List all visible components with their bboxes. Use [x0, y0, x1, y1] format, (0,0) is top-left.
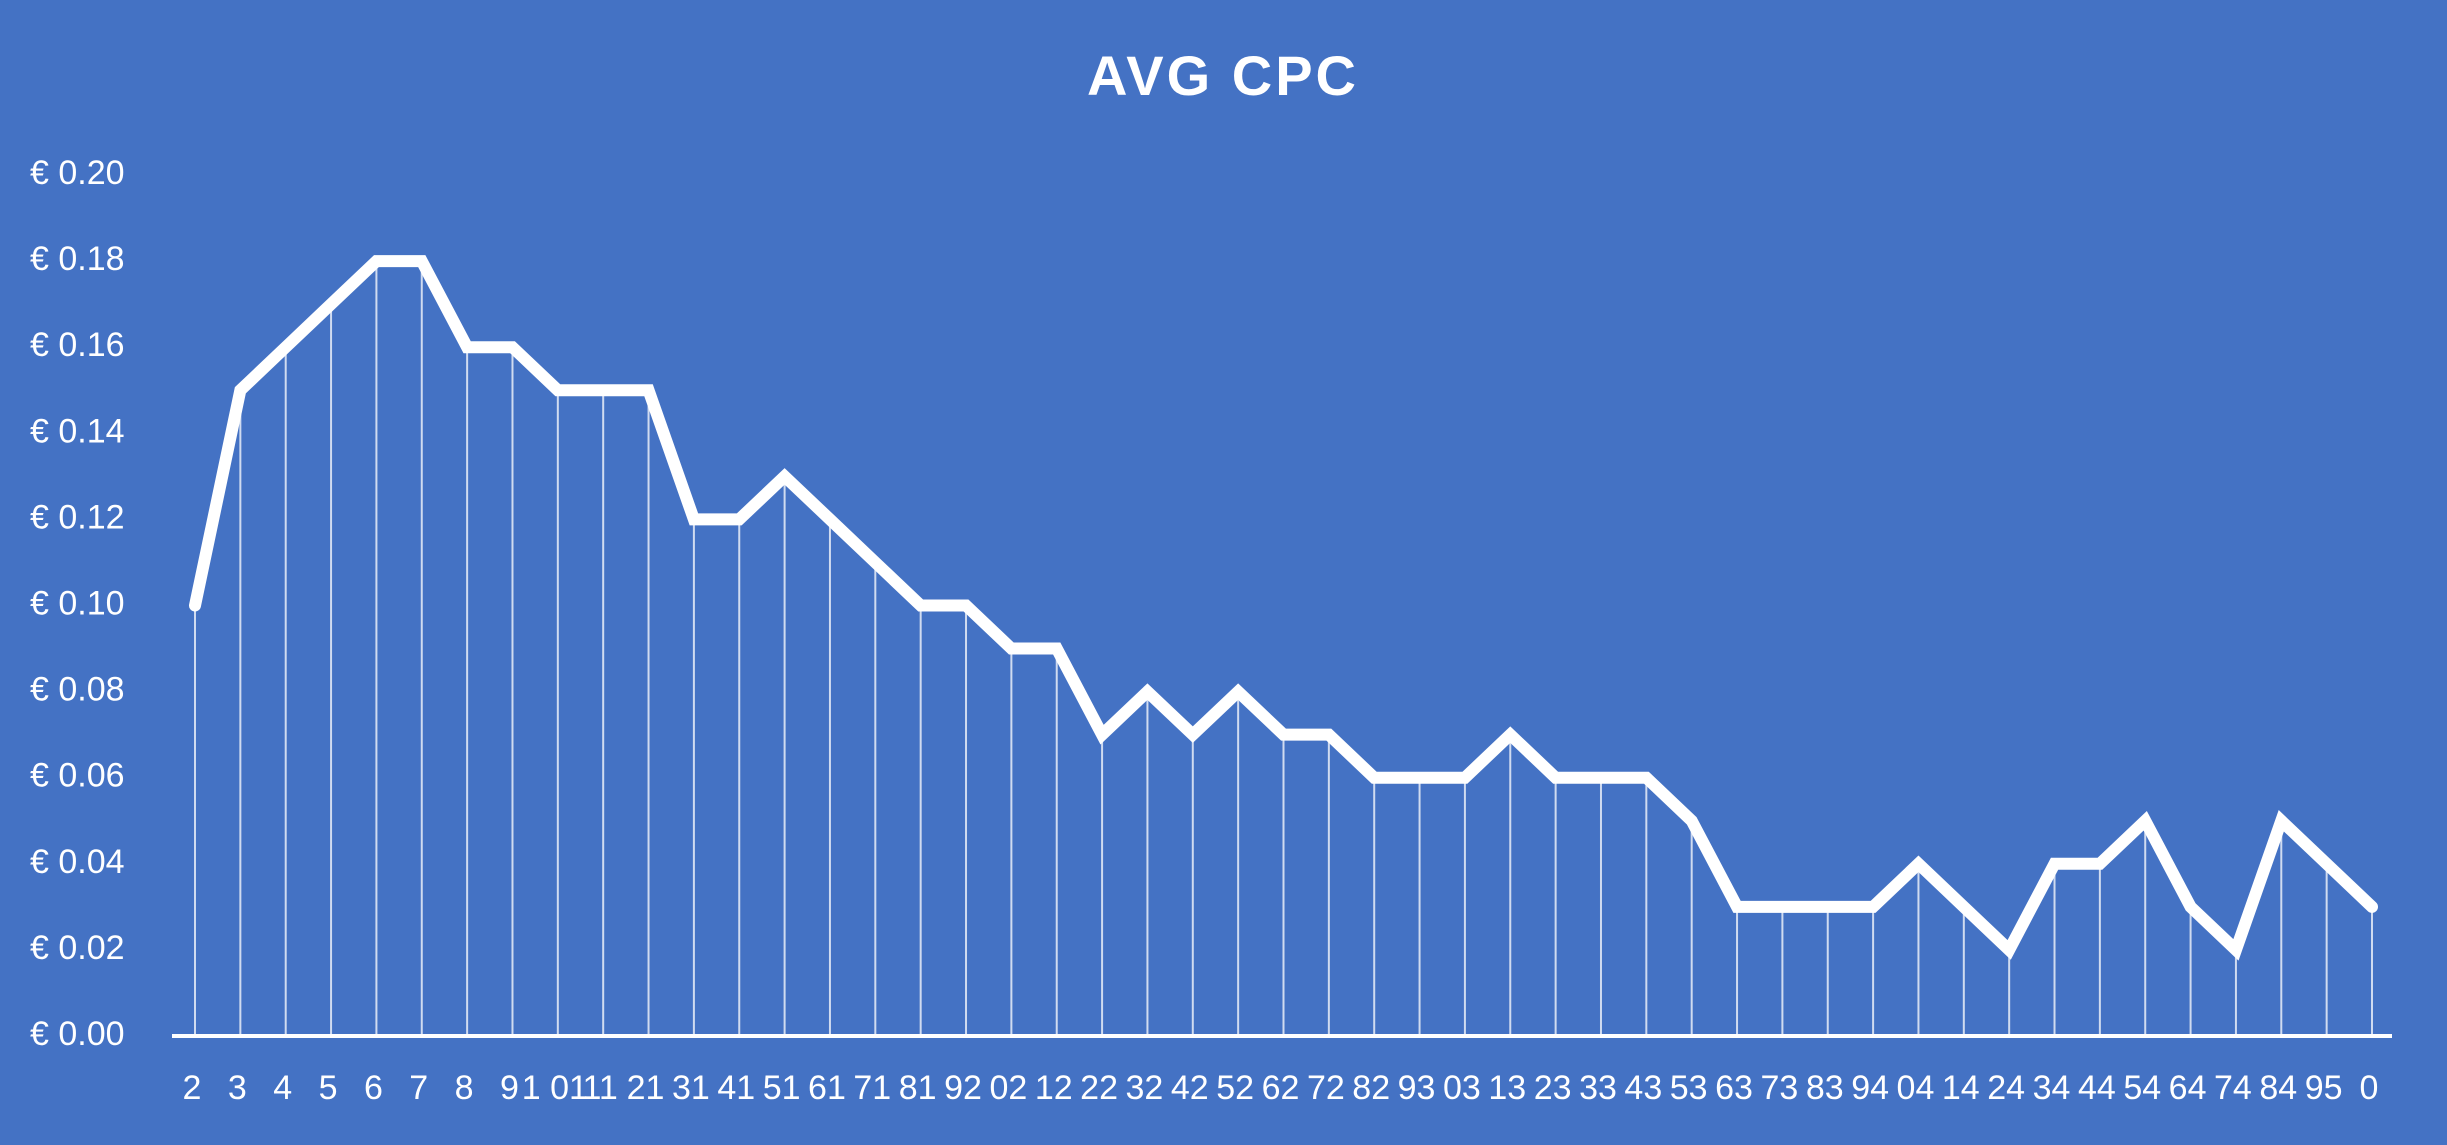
y-tick-label: € 0.02	[30, 929, 125, 967]
y-tick-label: € 0.06	[30, 757, 125, 795]
x-tick-label: 44	[2078, 1069, 2116, 1107]
x-tick-label: 94	[1851, 1069, 1889, 1107]
x-tick-label: 51	[763, 1069, 801, 1107]
y-tick-label: € 0.14	[30, 412, 125, 450]
x-tick-label: 54	[2123, 1069, 2161, 1107]
x-tick-label: 22	[1080, 1069, 1118, 1107]
x-tick-label: 9	[500, 1069, 519, 1107]
y-tick-label: € 0.20	[30, 154, 125, 192]
x-tick-label: 14	[1942, 1069, 1980, 1107]
x-tick-label: 23	[1534, 1069, 1572, 1107]
chart-title: AVG CPC	[1087, 44, 1359, 107]
y-tick-label: € 0.10	[30, 584, 125, 622]
x-tick-label: 8	[455, 1069, 474, 1107]
x-tick-label: 71	[853, 1069, 891, 1107]
x-tick-label: 93	[1398, 1069, 1436, 1107]
x-tick-label: 32	[1126, 1069, 1164, 1107]
x-tick-label: 62	[1262, 1069, 1300, 1107]
x-tick-label: 2	[183, 1069, 202, 1107]
x-tick-label: 7	[409, 1069, 428, 1107]
x-tick-label: 3	[228, 1069, 247, 1107]
x-tick-label: 73	[1760, 1069, 1798, 1107]
x-tick-label: 03	[1443, 1069, 1481, 1107]
y-tick-label: € 0.12	[30, 498, 125, 536]
x-tick-label: 4	[273, 1069, 292, 1107]
x-tick-label: 24	[1987, 1069, 2025, 1107]
x-tick-label: 12	[1035, 1069, 1073, 1107]
x-tick-label: 41	[717, 1069, 755, 1107]
x-tick-label: 95	[2305, 1069, 2343, 1107]
y-tick-label: € 0.04	[30, 843, 125, 881]
x-tick-label: 84	[2259, 1069, 2297, 1107]
x-tick-label: 43	[1624, 1069, 1662, 1107]
y-tick-label: € 0.08	[30, 671, 125, 709]
x-tick-label: 13	[1488, 1069, 1526, 1107]
x-tick-label: 31	[672, 1069, 710, 1107]
x-tick-label: 42	[1171, 1069, 1209, 1107]
x-tick-label: 81	[899, 1069, 937, 1107]
x-tick-label: 82	[1352, 1069, 1390, 1107]
x-tick-label: 02	[989, 1069, 1027, 1107]
x-tick-label: 1 01	[522, 1069, 588, 1107]
y-tick-label: € 0.18	[30, 240, 125, 278]
line	[189, 255, 2378, 961]
x-tick-label: 04	[1897, 1069, 1935, 1107]
x-tick-label: 83	[1806, 1069, 1844, 1107]
x-tick-label: 33	[1579, 1069, 1617, 1107]
x-tick-label: 5	[319, 1069, 338, 1107]
x-tick-label: 64	[2169, 1069, 2207, 1107]
x-tick-label: 52	[1216, 1069, 1254, 1107]
x-tick-label: 92	[944, 1069, 982, 1107]
x-tick-label: 6	[364, 1069, 383, 1107]
x-tick-label: 72	[1307, 1069, 1345, 1107]
x-tick-label: 0	[2360, 1069, 2379, 1107]
x-tick-label: 21	[627, 1069, 665, 1107]
x-tick-label: 34	[2033, 1069, 2071, 1107]
x-tick-label: 61	[808, 1069, 846, 1107]
x-tick-label: 11	[583, 1069, 618, 1107]
y-tick-label: € 0.00	[30, 1015, 125, 1053]
x-tick-label: 63	[1715, 1069, 1753, 1107]
x-tick-label: 74	[2214, 1069, 2252, 1107]
y-tick-label: € 0.16	[30, 326, 125, 364]
x-tick-label: 53	[1670, 1069, 1708, 1107]
